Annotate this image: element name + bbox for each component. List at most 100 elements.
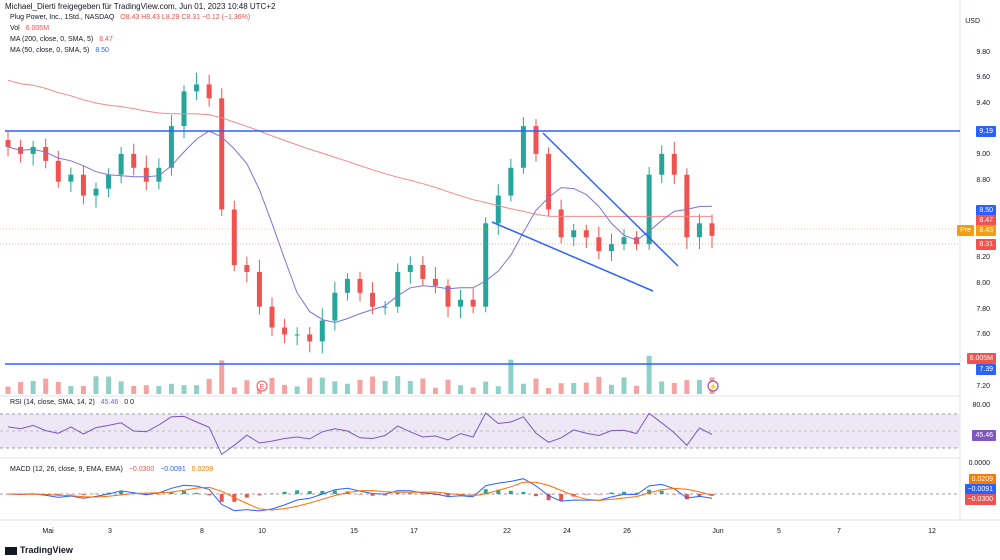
candle (533, 126, 539, 154)
ma50-line (7, 130, 713, 324)
volume-bars (5, 355, 715, 394)
volume-bar (671, 382, 677, 394)
x-tick: 15 (350, 528, 358, 535)
wedge-lower-trendline[interactable] (491, 221, 654, 292)
volume-bar (156, 386, 162, 394)
candle (194, 84, 200, 92)
candles (5, 72, 715, 354)
macd-line-label: −0.0091 (964, 484, 996, 495)
rsi-legend[interactable]: RSI (14, close, SMA, 14, 2) 45.46 0 0 (10, 399, 134, 406)
rsi-value-label: 45.46 (972, 430, 996, 441)
x-tick: 24 (563, 528, 571, 535)
volume-bar (608, 384, 614, 394)
volume-bar (219, 360, 225, 394)
volume-bar (106, 376, 112, 394)
macd-histogram-bar (207, 494, 212, 496)
macd-histogram-bar (634, 492, 639, 494)
macd-histogram-bar (106, 492, 111, 494)
ohlc-values: O8.43 H8.43 L8.29 C8.31 −0.12 (−1.36%) (120, 14, 251, 21)
candle (432, 278, 438, 286)
volume-legend[interactable]: Vol 6.005M (10, 25, 49, 32)
candle (168, 126, 174, 168)
candle (420, 265, 426, 279)
macd-histogram-bar (68, 494, 73, 495)
volume-bar (646, 355, 652, 394)
volume-bar (370, 376, 376, 394)
svg-text:⚡: ⚡ (709, 382, 718, 391)
volume-bar (634, 385, 640, 394)
earnings-marker-icon[interactable] (256, 380, 268, 392)
symbol-legend[interactable]: Plug Power, Inc., 1Std., NASDAQ O8.43 H8… (10, 14, 250, 21)
macd-histogram-bar (408, 493, 413, 494)
volume-bar (407, 380, 413, 394)
candle (131, 153, 137, 168)
macd-histogram-bar (483, 489, 488, 494)
volume-bar (269, 377, 275, 394)
volume-bar (181, 385, 187, 394)
price-label-pre: 8.43 (976, 225, 996, 236)
vol-value: 6.005M (25, 25, 50, 32)
macd-histogram-bar (282, 491, 287, 494)
candle (244, 265, 250, 272)
wedge-upper-trendline[interactable] (542, 132, 679, 267)
macd-histogram-bar (307, 491, 312, 494)
macd-histogram-bar (332, 490, 337, 494)
volume-bar (55, 382, 61, 394)
candle (68, 174, 74, 182)
macd-histogram-bar (534, 494, 538, 497)
ma200-value: 8.47 (99, 36, 113, 43)
candle (445, 285, 451, 307)
macd-legend[interactable]: MACD (12, 26, close, 9, EMA, EMA) −0.030… (10, 466, 213, 473)
volume-bar (445, 379, 451, 394)
candle (269, 306, 275, 328)
x-tick: 17 (410, 528, 418, 535)
macd-value-2: −0.0091 (160, 466, 186, 473)
x-tick: 8 (200, 528, 204, 535)
macd-histogram-bar (433, 494, 438, 496)
macd-histogram-bar (622, 491, 626, 494)
dividend-marker-icon[interactable] (707, 380, 719, 392)
candle (55, 160, 61, 182)
macd-histogram-bar (471, 494, 476, 495)
tradingview-logo-icon (5, 546, 17, 555)
macd-histogram-bar (684, 494, 689, 500)
candle (659, 153, 665, 175)
price-label-volume: 6.005M (966, 353, 996, 364)
svg-text:E: E (260, 384, 265, 391)
macd-histogram-bar (546, 494, 551, 501)
candle (508, 167, 514, 196)
macd-signal-line (7, 481, 713, 511)
volume-bar (659, 381, 665, 394)
volume-bar (483, 381, 489, 394)
candle (307, 334, 313, 342)
rsi-tick: 0.0000 (968, 460, 990, 467)
volume-bar (332, 381, 338, 394)
y-tick: 8.80 (976, 177, 990, 184)
rsi-extra: 0 0 (124, 399, 134, 406)
macd-histogram-bar (697, 494, 702, 497)
y-tick: 9.80 (976, 49, 990, 56)
volume-bar (319, 377, 325, 394)
tradingview-logo[interactable]: TradingView (5, 545, 73, 555)
candle (357, 278, 363, 293)
candle (118, 153, 124, 175)
volume-bar (546, 387, 552, 394)
volume-bar (131, 385, 137, 394)
y-tick: 9.00 (976, 151, 990, 158)
candle (206, 84, 212, 99)
volume-bar (533, 378, 539, 394)
candle (382, 306, 388, 308)
ma50-legend[interactable]: MA (50, close, 0, SMA, 5) 8.50 (10, 47, 109, 54)
macd-line (7, 478, 713, 512)
price-label-ma50: 8.50 (976, 205, 996, 216)
candle (596, 237, 602, 252)
candle (256, 271, 262, 307)
x-tick: 3 (108, 528, 112, 535)
price-label-support: 7.39 (976, 364, 996, 375)
ma200-legend[interactable]: MA (200, close, 0, SMA, 5) 8.47 (10, 36, 113, 43)
pre-market-badge: Pre (957, 225, 974, 236)
currency-label: USD (965, 18, 980, 25)
y-tick: 8.00 (976, 280, 990, 287)
rsi-label: RSI (14, close, SMA, 14, 2) (10, 399, 95, 406)
